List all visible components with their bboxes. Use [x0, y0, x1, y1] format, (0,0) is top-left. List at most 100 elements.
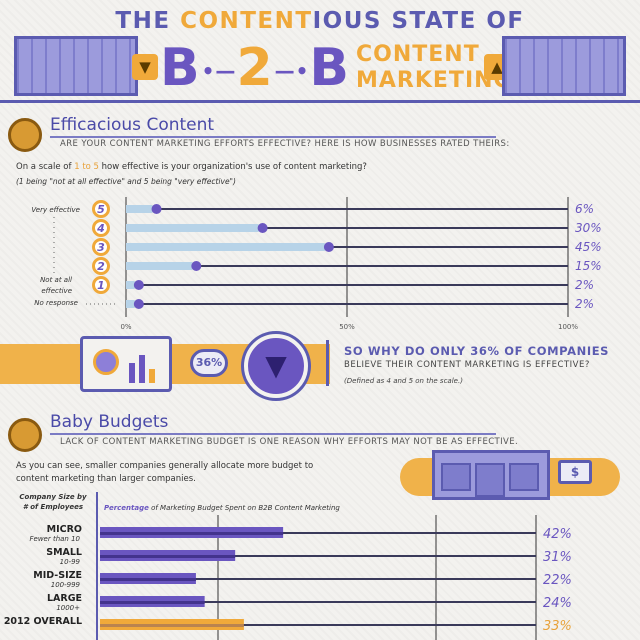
bar-stripe [100, 555, 236, 558]
tick-label: 0% [120, 323, 131, 331]
section-title: Efficacious Content [50, 115, 215, 135]
bar [126, 243, 325, 251]
bar [100, 619, 244, 630]
building-icon [14, 36, 138, 96]
category-sub-label: Fewer than 10 [29, 535, 80, 543]
intro-text: As you can see, smaller companies genera… [16, 461, 314, 471]
building-icon [502, 36, 626, 96]
chart-title-highlight: Percentage [104, 504, 149, 512]
rating-number: 4 [96, 222, 105, 235]
title-part: IOUS STATE OF [312, 8, 525, 34]
callout-divider [326, 340, 329, 386]
scale-label-none: No response [34, 299, 78, 307]
value-label: 15% [575, 259, 602, 273]
effectiveness-chart: 5 6% 4 30% 3 45% 2 15% 1 2% 2% 0% 50% 100% [53, 197, 602, 331]
tick-label: 100% [558, 323, 578, 331]
rating-circle [92, 200, 110, 218]
bar [126, 262, 193, 270]
value-label: 45% [575, 240, 602, 254]
rating-circle [92, 257, 110, 275]
axis-label-line: Company Size by [19, 493, 87, 501]
section-rule [50, 136, 496, 138]
callout-question: SO WHY DO ONLY 36% OF COMPANIES [344, 344, 610, 358]
scale-note: (1 being "not at all effective" and 5 be… [16, 177, 236, 186]
axis-label: Company Size by # of Employees [10, 492, 96, 512]
category-label: MICRO [47, 524, 82, 535]
category-label: 2012 OVERALL [4, 616, 82, 627]
b2b-letter: B [309, 38, 352, 98]
category-sub-label: 10-99 [60, 558, 81, 566]
b2b-number: 2 [236, 38, 275, 98]
scale-label-top: Very effective [31, 206, 80, 214]
value-label: 24% [543, 596, 572, 611]
scale-label-bottom: effective [41, 287, 72, 295]
money-icon: $ [558, 460, 592, 484]
value-label: 22% [543, 573, 572, 588]
bar-stripe [100, 532, 284, 535]
chart-title: Percentage of Marketing Budget Spent on … [104, 504, 340, 512]
value-label: 2% [575, 278, 594, 292]
chart-screen-icon [80, 336, 172, 392]
value-label: 6% [575, 202, 594, 216]
value-label: 31% [543, 550, 572, 565]
content-word: CONTENT [356, 42, 480, 67]
page-title: THE CONTENTIOUS STATE OF [0, 8, 640, 34]
bar-end-dot [133, 280, 144, 290]
category-sub-label: 1000+ [56, 604, 80, 612]
thumbs-down-circle-icon: ▼ [244, 334, 308, 398]
value-label: 42% [543, 527, 572, 542]
section-subtitle: ARE YOUR CONTENT MARKETING EFFORTS EFFEC… [60, 139, 510, 149]
section-rule [50, 433, 496, 435]
storefront-icon [432, 450, 550, 500]
chart-title-text: of Marketing Budget Spent on B2B Content… [148, 504, 340, 512]
category-label: SMALL [46, 547, 82, 558]
bar-end-dot [323, 242, 334, 252]
bar-end-dot [257, 223, 268, 233]
rating-number: 5 [97, 203, 105, 216]
tick-label: 50% [339, 323, 355, 331]
bar [126, 300, 135, 308]
section-title: Baby Budgets [50, 412, 169, 432]
bar [126, 205, 153, 213]
bar [126, 224, 259, 232]
category-sub-label: 100-999 [51, 581, 81, 589]
header-banner: ▼ B•—2—•B CONTENT MARKETING ▲ [14, 36, 626, 98]
scale-label-bottom: Not at all [40, 276, 72, 284]
lightbulb-icon [8, 418, 42, 452]
bar-end-dot [133, 299, 144, 309]
rating-number: 1 [97, 279, 105, 292]
bar-stripe [100, 578, 196, 581]
axis-line [96, 492, 98, 640]
category-label: MID-SIZE [33, 570, 82, 581]
title-part: THE [115, 8, 181, 34]
lightbulb-icon [8, 118, 42, 152]
value-label: 33% [543, 619, 572, 634]
intro-text: content marketing than larger companies. [16, 474, 196, 484]
bar-stripe [100, 601, 205, 604]
question-highlight: 1 to 5 [74, 162, 99, 172]
survey-question: On a scale of 1 to 5 how effective is yo… [16, 162, 367, 172]
axis-label-line: # of Employees [22, 503, 84, 511]
rating-circle [92, 219, 110, 237]
bar-end-dot [191, 261, 202, 271]
question-text: how effective is your organization's use… [98, 162, 367, 172]
value-label: 2% [575, 297, 594, 311]
percentage-badge: 36% [190, 349, 228, 377]
value-label: 30% [575, 221, 602, 235]
question-text: On a scale of [16, 162, 75, 172]
rating-circle [92, 238, 110, 256]
rating-circle [92, 276, 110, 294]
rating-number: 3 [97, 241, 105, 254]
header-divider [0, 100, 640, 103]
bar-end-dot [151, 204, 162, 214]
b2b-letter: B [160, 38, 202, 98]
callout-subtitle: BELIEVE THEIR CONTENT MARKETING IS EFFEC… [344, 360, 590, 370]
b2b-logo: B•—2—•B [160, 38, 352, 98]
title-highlight: CONTENT [180, 8, 313, 34]
rating-number: 2 [97, 260, 105, 273]
bar-stripe [100, 624, 244, 627]
callout-note: (Defined as 4 and 5 on the scale.) [344, 377, 463, 385]
thumbs-down-icon: ▼ [132, 54, 158, 80]
section-subtitle: LACK OF CONTENT MARKETING BUDGET IS ONE … [60, 437, 519, 447]
